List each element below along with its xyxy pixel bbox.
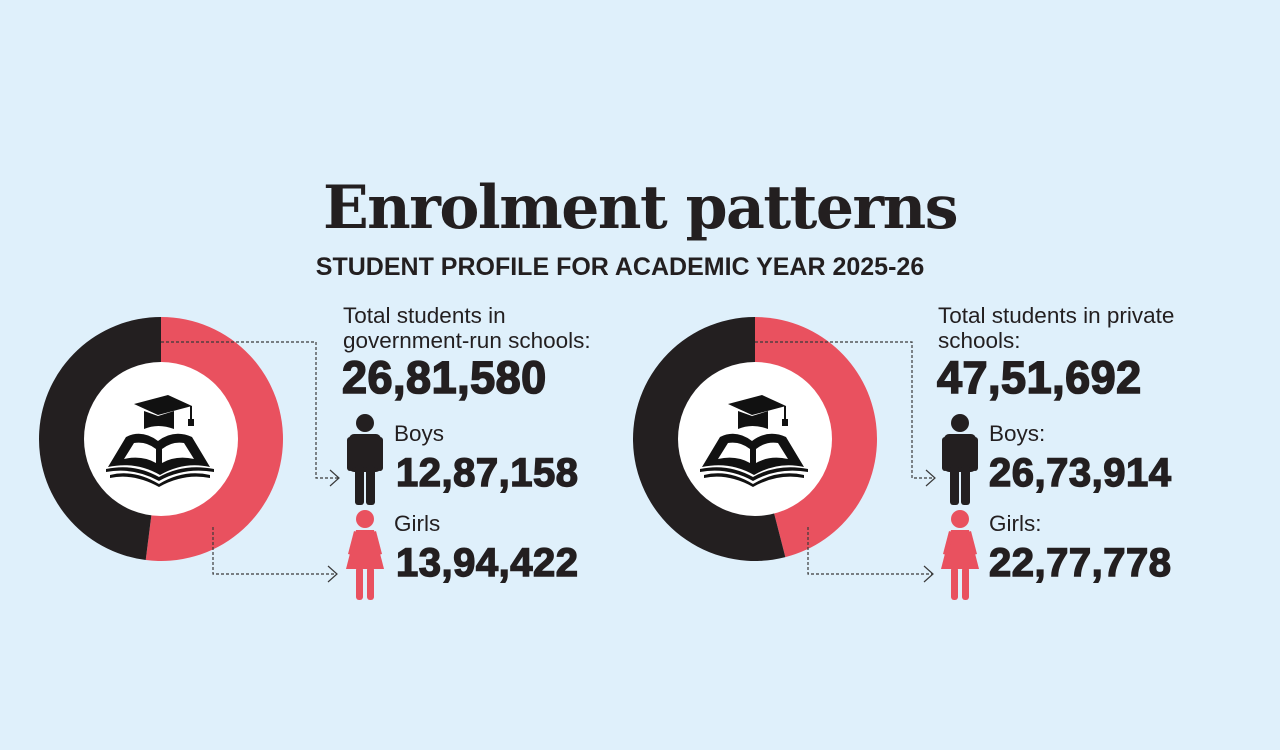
female-figure-icon bbox=[346, 510, 384, 600]
page-subtitle: STUDENT PROFILE FOR ACADEMIC YEAR 2025-2… bbox=[315, 253, 925, 281]
arrowhead-icon bbox=[327, 565, 338, 583]
total-value-government: 26,81,580 bbox=[341, 352, 547, 403]
arrowhead-icon bbox=[923, 565, 934, 583]
graduation-cap-book-icon bbox=[700, 395, 808, 487]
boys-value-private: 26,73,914 bbox=[988, 451, 1172, 495]
boys-label-private: Boys: bbox=[989, 421, 1046, 446]
total-label-line2-government: government-run schools: bbox=[343, 328, 591, 353]
graduation-cap-book-icon bbox=[106, 395, 214, 487]
girls-label-government: Girls bbox=[394, 511, 441, 536]
arrowhead-icon bbox=[925, 469, 936, 487]
connector-total-boys-right bbox=[755, 341, 934, 479]
total-label-line2-private: schools: bbox=[938, 328, 1021, 353]
total-value-private: 47,51,692 bbox=[936, 352, 1142, 403]
total-label-line1-private: Total students in private bbox=[938, 303, 1175, 328]
boys-label-government: Boys bbox=[394, 421, 445, 446]
donut-chart-government bbox=[39, 317, 283, 561]
female-figure-icon bbox=[941, 510, 979, 600]
donut-chart-private bbox=[633, 317, 877, 561]
connector-girls-left bbox=[212, 527, 336, 575]
male-figure-icon bbox=[942, 414, 978, 505]
page-title: Enrolment patterns bbox=[322, 173, 959, 243]
connector-total-boys-left bbox=[161, 341, 338, 479]
boys-value-government: 12,87,158 bbox=[395, 451, 579, 495]
male-figure-icon bbox=[347, 414, 383, 505]
girls-label-private: Girls: bbox=[989, 511, 1042, 536]
girls-value-government: 13,94,422 bbox=[395, 541, 579, 585]
connector-girls-right bbox=[807, 527, 932, 575]
arrowhead-icon bbox=[329, 469, 340, 487]
girls-value-private: 22,77,778 bbox=[988, 541, 1172, 585]
total-label-line1-government: Total students in bbox=[343, 303, 506, 328]
